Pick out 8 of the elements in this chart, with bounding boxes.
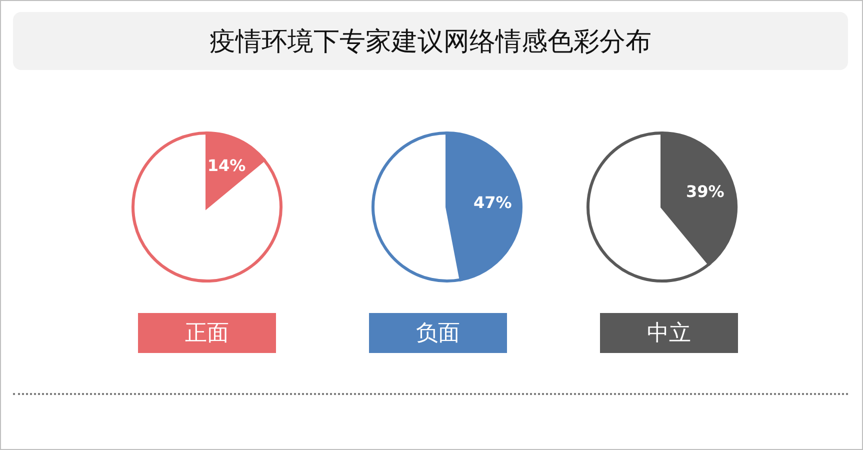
text: 疫情环境下专家建议网络情感色彩分布 bbox=[13, 12, 848, 70]
pie-slice bbox=[132, 132, 282, 282]
data-label: 14% bbox=[207, 156, 246, 175]
data-label: 39% bbox=[686, 182, 724, 201]
text: 正面 bbox=[185, 320, 229, 348]
data-label: 47% bbox=[474, 193, 512, 212]
text: 中立 bbox=[647, 320, 691, 348]
text: 负面 bbox=[416, 320, 460, 348]
